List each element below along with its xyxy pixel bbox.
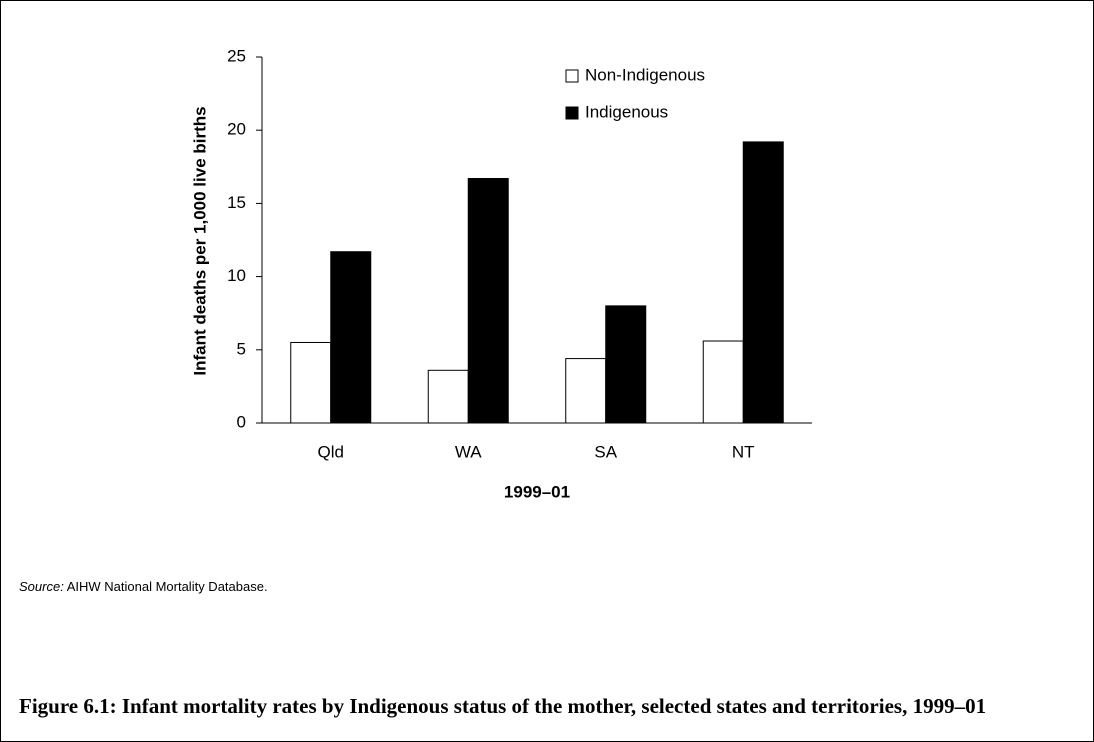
bar <box>742 141 784 424</box>
legend-label: Indigenous <box>585 102 668 121</box>
source-text: AIHW National Mortality Database. <box>66 579 268 594</box>
bar <box>702 340 744 424</box>
y-tick-label: 20 <box>227 120 246 139</box>
legend-swatch <box>565 106 579 120</box>
bar <box>330 251 372 424</box>
bar <box>467 178 509 424</box>
legend-swatch <box>565 69 579 83</box>
y-tick-label: 10 <box>227 266 246 285</box>
x-axis-label: 1999–01 <box>504 482 570 501</box>
bar <box>565 358 607 424</box>
caption: Figure 6.1: Infant mortality rates by In… <box>19 694 987 718</box>
source-label: Source: <box>19 579 64 594</box>
y-axis-label: Infant deaths per 1,000 live births <box>190 106 209 375</box>
y-tick-label: 0 <box>237 412 246 431</box>
x-tick-label: Qld <box>318 442 344 461</box>
y-tick-label: 25 <box>227 46 246 65</box>
x-tick-label: NT <box>732 442 755 461</box>
legend-label: Non-Indigenous <box>585 65 705 84</box>
bar <box>605 305 647 424</box>
y-tick-label: 5 <box>237 339 246 358</box>
bar <box>427 369 469 424</box>
source: Source: AIHW National Mortality Database… <box>19 579 268 594</box>
x-tick-label: WA <box>455 442 482 461</box>
bar <box>290 341 332 424</box>
y-tick-label: 15 <box>227 193 246 212</box>
x-tick-label: SA <box>594 442 617 461</box>
